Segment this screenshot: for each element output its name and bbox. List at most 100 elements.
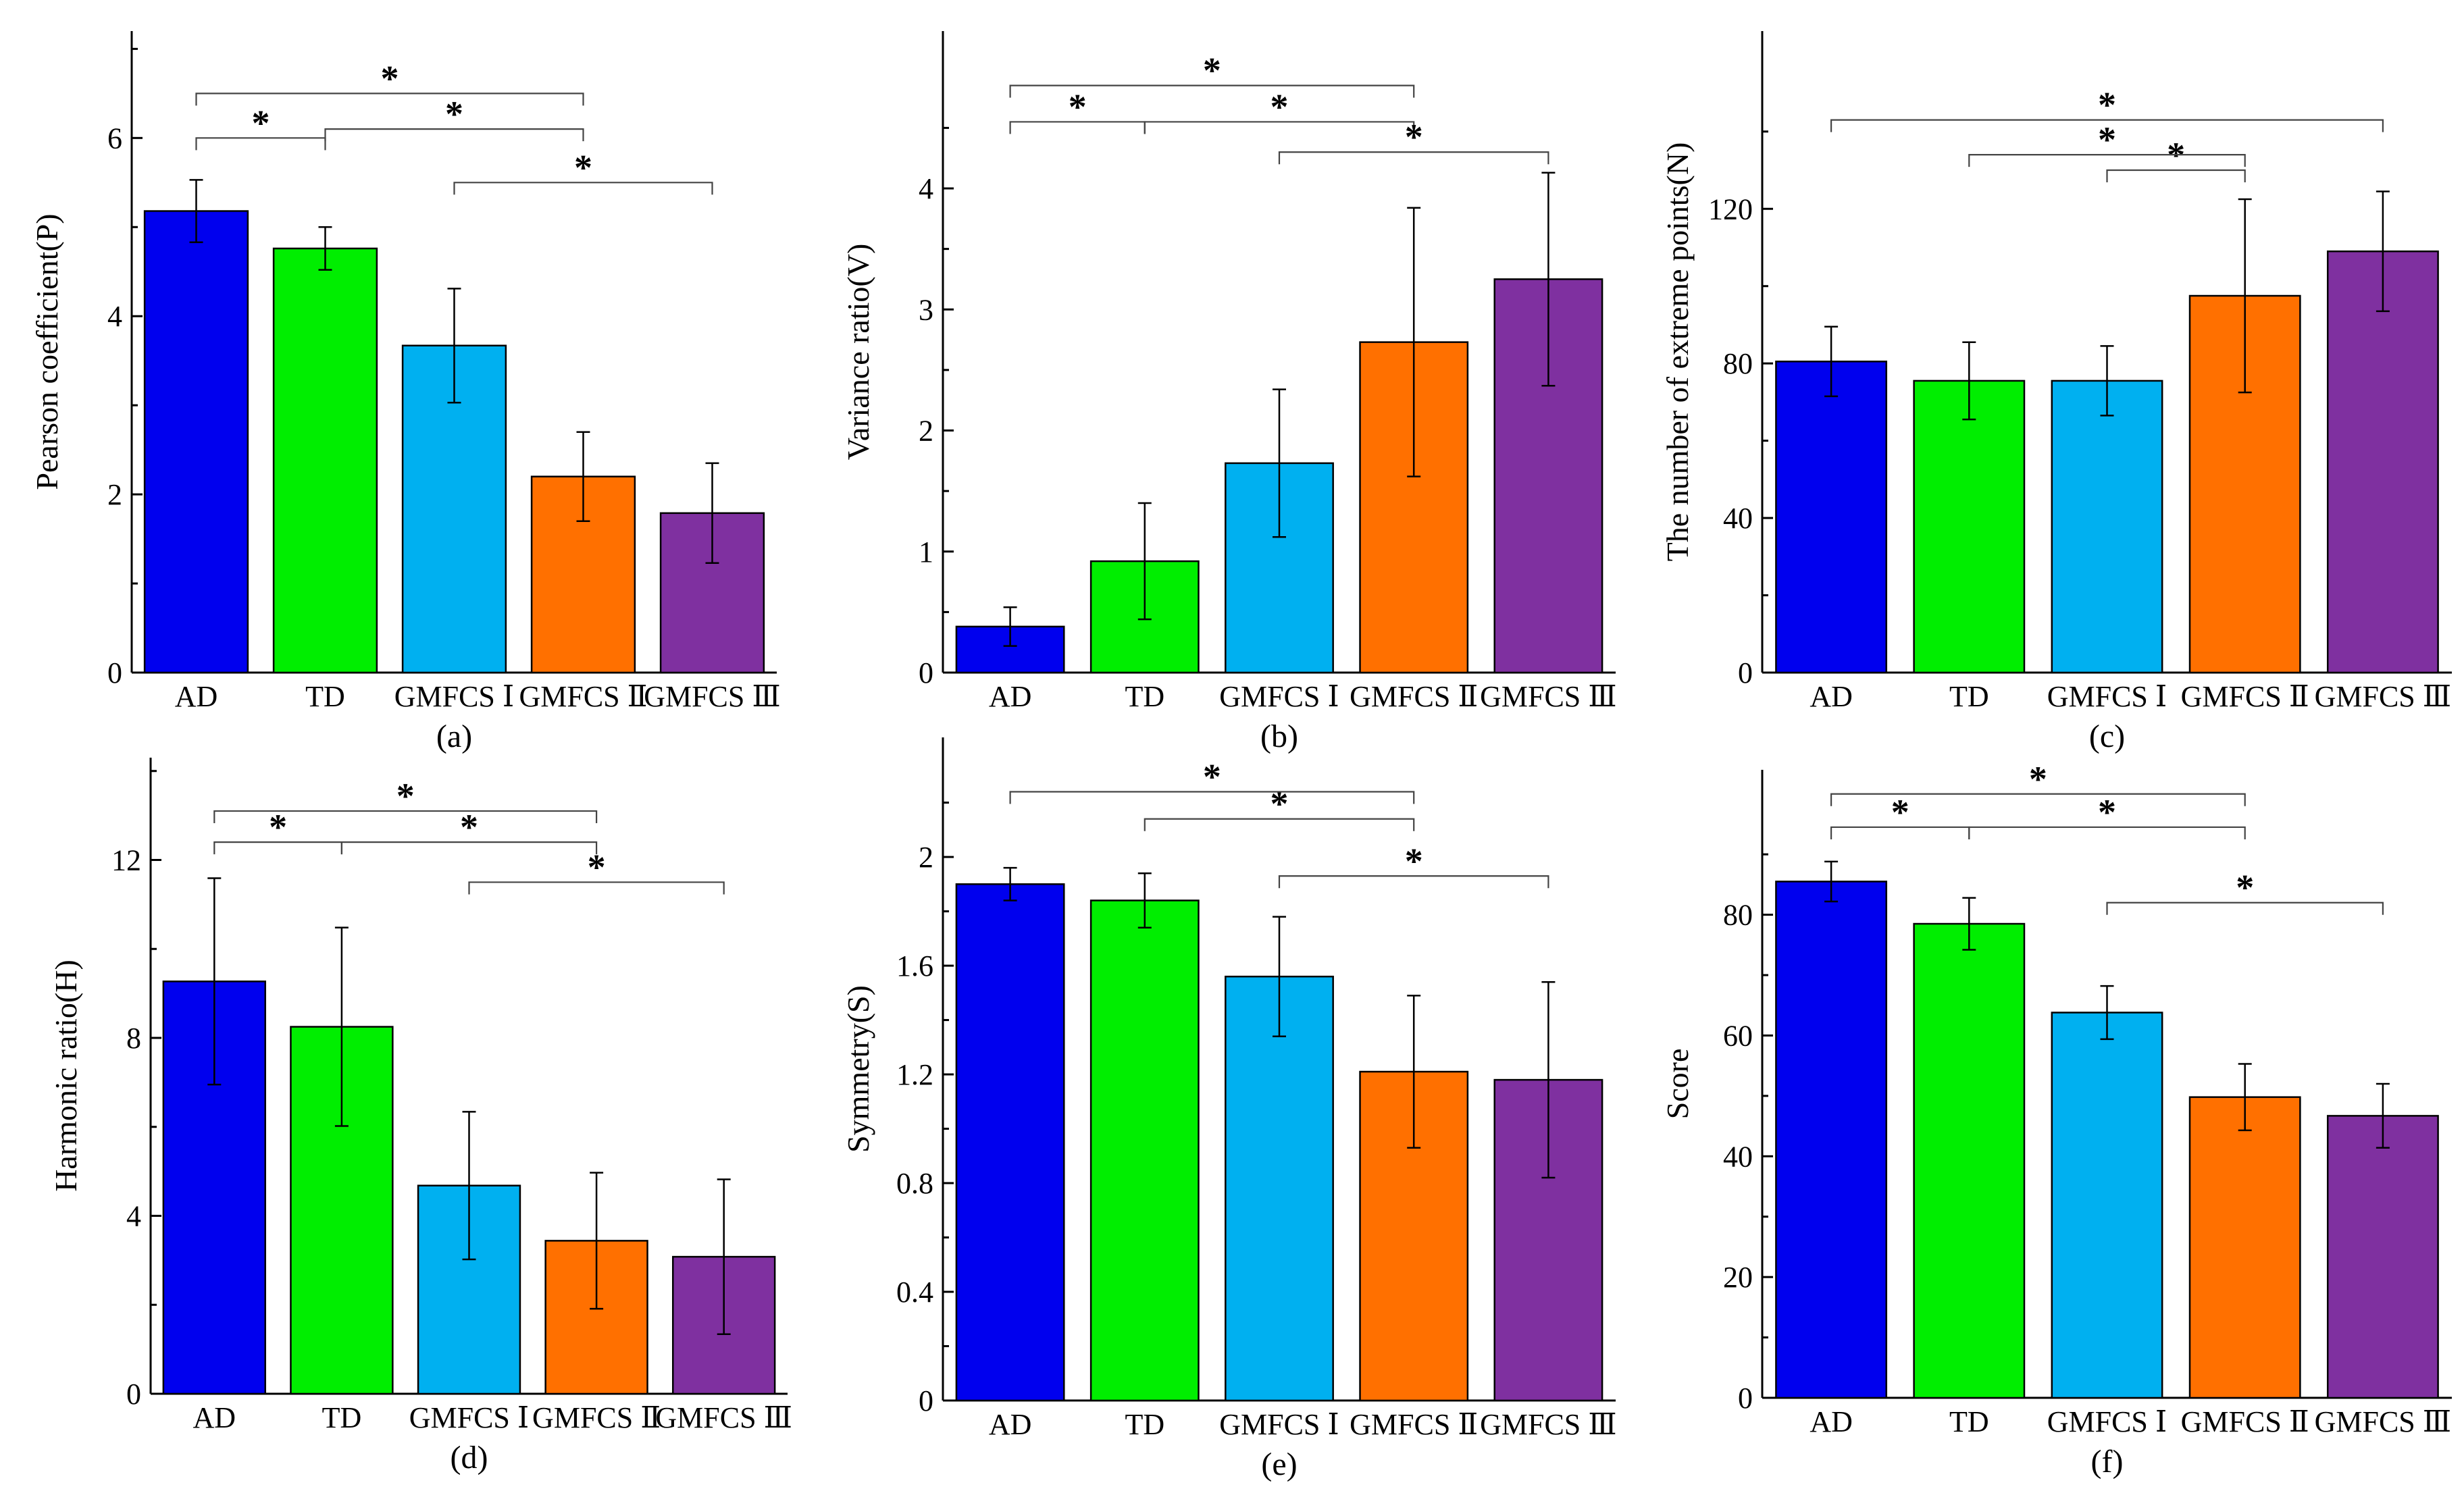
y-tick-label: 1.6 [896, 949, 933, 983]
significance-star: * [2029, 759, 2047, 800]
significance-bracket [453, 182, 713, 195]
significance-bracket [1278, 875, 1549, 889]
category-label: GMFCS Ⅱ [2181, 680, 2309, 713]
y-tick-label: 0 [1738, 656, 1753, 689]
category-label: AD [175, 680, 218, 713]
significance-bracket [1968, 154, 2246, 167]
category-label: GMFCS Ⅰ [1219, 680, 1339, 713]
panel-label: (d) [451, 1440, 488, 1475]
significance-bracket [468, 881, 725, 895]
y-axis-title: Harmonic ratio(H) [49, 960, 83, 1192]
significance-star: * [445, 94, 463, 134]
bar [955, 625, 1065, 674]
category-label: AD [1810, 1405, 1853, 1438]
significance-star: * [1891, 792, 1909, 833]
y-tick-label: 40 [1723, 502, 1753, 535]
panel-e: 0 0.4 0.8 1.2 1.6 2 Symmetry(S) AD TD GMFCS Ⅰ GMFC… [841, 737, 1617, 1482]
category-label: AD [989, 680, 1032, 713]
panel-f: 0 20 40 60 80 Score AD TD GMFCS Ⅰ GMFCS Ⅱ GMFCS Ⅲ *… [1660, 759, 2452, 1480]
bar [1089, 899, 1200, 1402]
significance-bracket [324, 128, 584, 142]
y-tick-label: 4 [126, 1200, 141, 1233]
y-tick-label: 1.2 [896, 1058, 933, 1091]
y-tick-label: 60 [1723, 1019, 1753, 1052]
significance-star: * [460, 807, 478, 847]
bar [1775, 881, 1888, 1399]
significance-star: * [2098, 792, 2116, 833]
significance-bracket [1278, 151, 1549, 165]
panel-c: 0 40 80 120 The number of extreme points(N) A… [1660, 31, 2452, 754]
significance-star: * [2098, 85, 2116, 126]
y-tick-label: 1 [919, 535, 933, 569]
significance-star: * [381, 58, 399, 99]
panel-label: (c) [2089, 718, 2125, 754]
significance-star: * [269, 807, 287, 847]
significance-bracket [340, 841, 598, 855]
significance-bracket [195, 93, 584, 106]
bar [1913, 922, 2026, 1399]
category-label: GMFCS Ⅲ [2315, 680, 2452, 713]
category-label: AD [989, 1408, 1032, 1441]
y-tick-label: 12 [111, 844, 141, 877]
category-label: AD [193, 1401, 236, 1434]
category-label: TD [305, 680, 345, 713]
category-label: GMFCS Ⅲ [1480, 1408, 1617, 1441]
significance-star: * [1069, 86, 1087, 127]
bar [272, 247, 378, 674]
category-label: GMFCS Ⅲ [1480, 680, 1617, 713]
bar [2326, 250, 2439, 674]
significance-bracket [2106, 169, 2246, 183]
category-label: GMFCS Ⅱ [1350, 1408, 1478, 1441]
y-tick-label: 0 [919, 1384, 933, 1417]
significance-star: * [1270, 86, 1289, 127]
bar [1913, 380, 2026, 674]
bar [2051, 380, 2163, 674]
y-tick-label: 2 [107, 478, 122, 511]
category-label: GMFCS Ⅲ [2315, 1405, 2452, 1438]
y-tick-label: 80 [1723, 347, 1753, 380]
y-tick-label: 0 [126, 1378, 141, 1411]
significance-star: * [1405, 117, 1423, 157]
y-tick-label: 120 [1708, 192, 1753, 226]
y-axis-title: Variance ratio(V) [841, 244, 875, 461]
category-label: GMFCS Ⅲ [644, 680, 781, 713]
significance-star: * [1405, 841, 1423, 881]
bar [2188, 1096, 2301, 1399]
significance-bracket [2106, 901, 2384, 915]
category-label: GMFCS Ⅱ [2181, 1405, 2309, 1438]
significance-star: * [574, 147, 592, 188]
significance-bracket [1968, 826, 2246, 839]
category-label: TD [1949, 680, 1989, 713]
category-label: GMFCS Ⅰ [409, 1401, 530, 1434]
panel-label: (b) [1260, 718, 1298, 754]
significance-bracket [1830, 119, 2384, 132]
y-axis-title: Pearson coefficient(P) [30, 213, 64, 490]
category-label: GMFCS Ⅱ [1350, 680, 1478, 713]
panel-b: 0 1 2 3 4 Variance ratio(V) AD TD GMFCS Ⅰ GMFCS Ⅱ… [841, 31, 1617, 754]
significance-bracket [1144, 121, 1415, 134]
y-tick-label: 6 [107, 122, 122, 155]
y-tick-label: 0.4 [896, 1276, 933, 1309]
panel-d: 0 4 8 12 Harmonic ratio(H) AD TD GMFCS Ⅰ GMFCS Ⅱ… [49, 758, 792, 1475]
significance-star: * [252, 103, 270, 143]
significance-bracket [213, 810, 598, 824]
y-tick-label: 0.8 [896, 1167, 933, 1200]
bar [955, 883, 1065, 1402]
y-tick-label: 8 [126, 1022, 141, 1055]
y-axis-title: Score [1660, 1049, 1695, 1120]
significance-bracket [1009, 791, 1415, 804]
y-axis-title: Symmetry(S) [841, 985, 875, 1153]
y-tick-label: 4 [107, 300, 122, 333]
significance-bracket [1830, 793, 2246, 806]
category-label: TD [1125, 680, 1164, 713]
significance-star: * [1203, 756, 1221, 797]
significance-star: * [2236, 868, 2254, 908]
significance-star: * [1270, 784, 1289, 825]
panel-label: (a) [436, 718, 472, 754]
category-label: GMFCS Ⅱ [519, 680, 647, 713]
significance-star: * [396, 776, 415, 816]
y-tick-label: 0 [107, 656, 122, 689]
y-tick-label: 0 [1738, 1382, 1753, 1415]
significance-star: * [1203, 51, 1221, 91]
